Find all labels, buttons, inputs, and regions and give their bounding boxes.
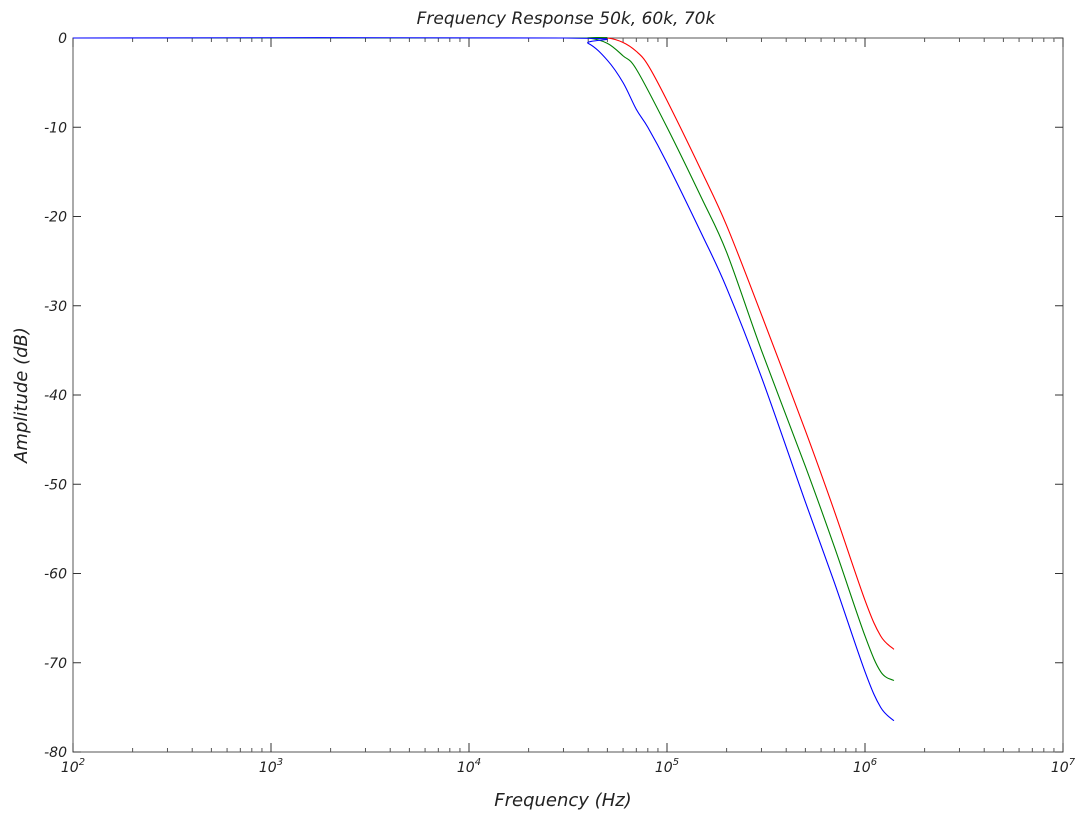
- x-tick-exponent: 7: [1069, 757, 1076, 768]
- y-tick-label: -60: [44, 567, 67, 583]
- chart-title: Frequency Response 50k, 60k, 70k: [417, 9, 717, 29]
- series-line-3: [72, 37, 895, 722]
- x-tick-label: 104: [457, 757, 481, 776]
- x-tick-exponent: 5: [673, 757, 679, 768]
- y-axis-label: Amplitude (dB): [11, 327, 32, 464]
- y-tick-label: -50: [44, 477, 67, 493]
- x-tick-base: 10: [1051, 760, 1069, 776]
- y-tick-label: -30: [44, 299, 67, 315]
- x-tick-exponent: 6: [871, 757, 877, 768]
- x-tick-base: 10: [457, 760, 475, 776]
- x-axis: 102 103 104 105 106 107: [61, 38, 1076, 776]
- x-axis-label: Frequency (Hz): [494, 790, 631, 811]
- y-tick-label: -70: [44, 656, 67, 672]
- x-tick-base: 10: [655, 760, 673, 776]
- y-axis: 0 -10 -20 -30 -40 -50 -60 -70 -80: [44, 31, 1063, 761]
- y-tick-label: -40: [44, 388, 67, 404]
- y-tick-label: -10: [44, 120, 67, 136]
- y-tick-label: 0: [58, 31, 67, 47]
- y-tick-label: -80: [44, 745, 67, 761]
- x-tick-base: 10: [61, 760, 79, 776]
- x-tick-base: 10: [259, 760, 277, 776]
- y-tick-label: -20: [44, 210, 67, 226]
- x-tick-label: 107: [1051, 757, 1076, 776]
- x-tick-base: 10: [853, 760, 871, 776]
- x-tick-exponent: 4: [475, 757, 481, 768]
- x-tick-label: 105: [655, 757, 679, 776]
- x-tick-label: 102: [61, 757, 85, 776]
- plot-area: [72, 37, 1064, 753]
- series-group: [72, 37, 895, 722]
- x-tick-exponent: 2: [79, 757, 85, 768]
- x-tick-exponent: 3: [277, 757, 283, 768]
- series-line-2: [72, 37, 895, 682]
- x-tick-label: 103: [259, 757, 283, 776]
- x-tick-label: 106: [853, 757, 877, 776]
